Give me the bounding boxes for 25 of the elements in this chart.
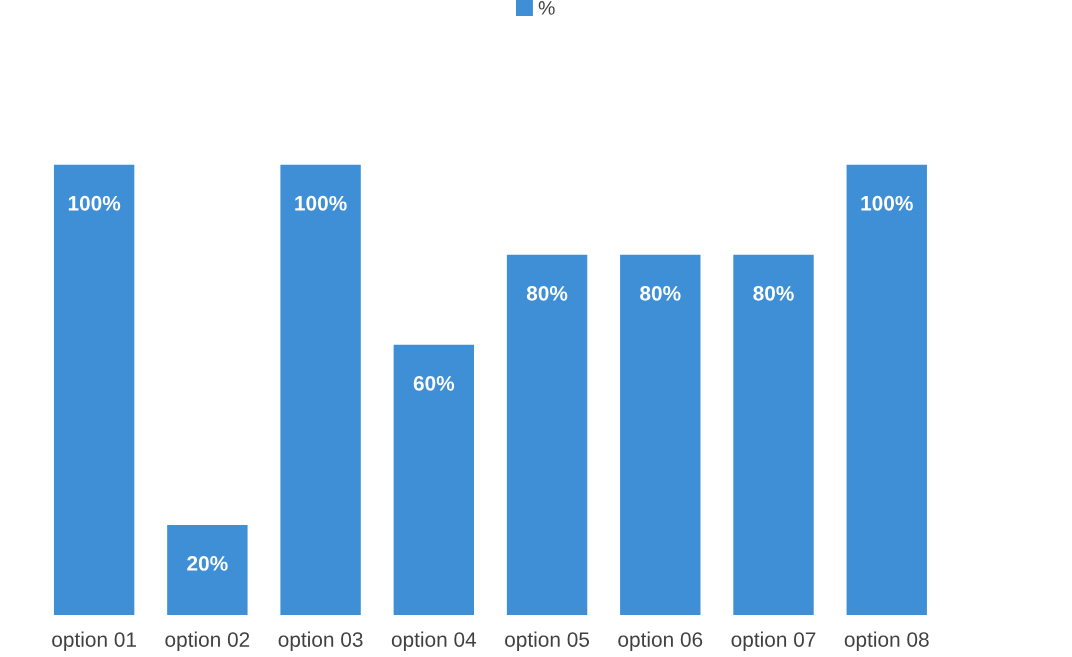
data-label: 100% — [68, 195, 121, 211]
bar — [393, 344, 475, 615]
data-label: 60% — [413, 375, 455, 391]
data-label: 100% — [295, 195, 347, 211]
bar — [506, 254, 588, 615]
x-tick-label: option 05 — [505, 631, 590, 652]
x-tick-label: option 07 — [731, 631, 816, 652]
x-tick-label: option 08 — [844, 631, 929, 652]
bar — [167, 524, 248, 615]
x-tick-label: option 02 — [165, 631, 250, 652]
data-label: 80% — [640, 285, 681, 301]
bar — [846, 164, 927, 615]
x-tick-label: option 01 — [52, 631, 136, 652]
bar — [733, 254, 814, 615]
data-label: 80% — [526, 285, 568, 301]
bar — [280, 164, 361, 615]
data-label: 100% — [861, 195, 913, 211]
bar — [53, 164, 135, 615]
data-label: 20% — [187, 556, 228, 571]
legend-label: % — [538, 1, 555, 15]
x-tick-label: option 03 — [278, 631, 363, 652]
x-tick-label: option 04 — [391, 631, 477, 652]
bar — [620, 254, 701, 615]
x-tick-label: option 06 — [618, 631, 703, 652]
data-label: 80% — [753, 285, 794, 301]
